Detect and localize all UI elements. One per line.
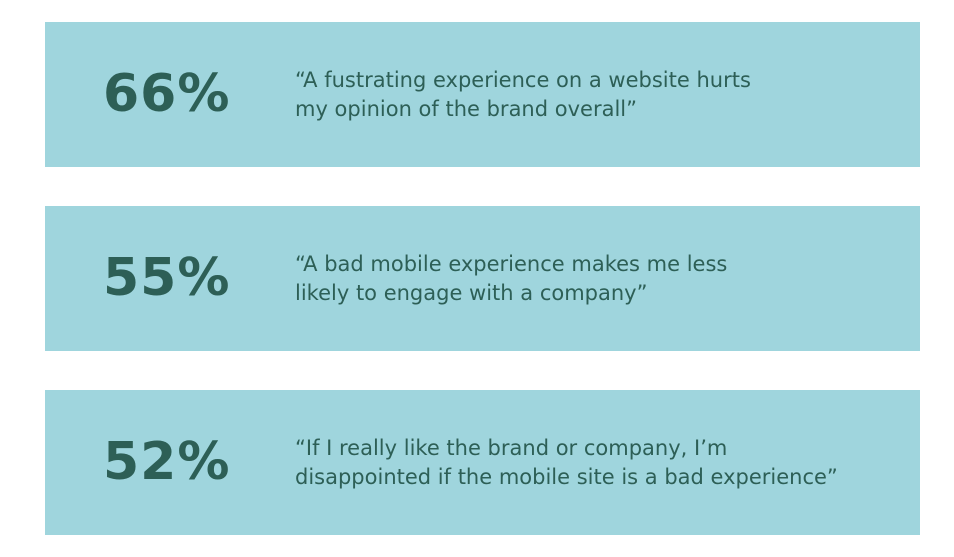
- quote: “If I really like the brand or company, …: [295, 434, 838, 492]
- quote-line: “If I really like the brand or company, …: [295, 436, 728, 460]
- quote-line: likely to engage with a company”: [295, 281, 648, 305]
- quote-line: “A bad mobile experience makes me less: [295, 252, 728, 276]
- stat-card: 66% “A fustrating experience on a website…: [45, 22, 920, 167]
- quote: “A fustrating experience on a website hu…: [295, 66, 751, 124]
- stat-card: 52% “If I really like the brand or compan…: [45, 390, 920, 535]
- stat-value: 55%: [103, 248, 231, 308]
- quote-line: disappointed if the mobile site is a bad…: [295, 465, 838, 489]
- quote: “A bad mobile experience makes me less li…: [295, 250, 727, 308]
- stat-value: 52%: [103, 432, 231, 492]
- quote-line: “A fustrating experience on a website hu…: [295, 68, 751, 92]
- stat-value: 66%: [103, 64, 231, 124]
- stat-card: 55% “A bad mobile experience makes me les…: [45, 206, 920, 351]
- quote-line: my opinion of the brand overall”: [295, 97, 637, 121]
